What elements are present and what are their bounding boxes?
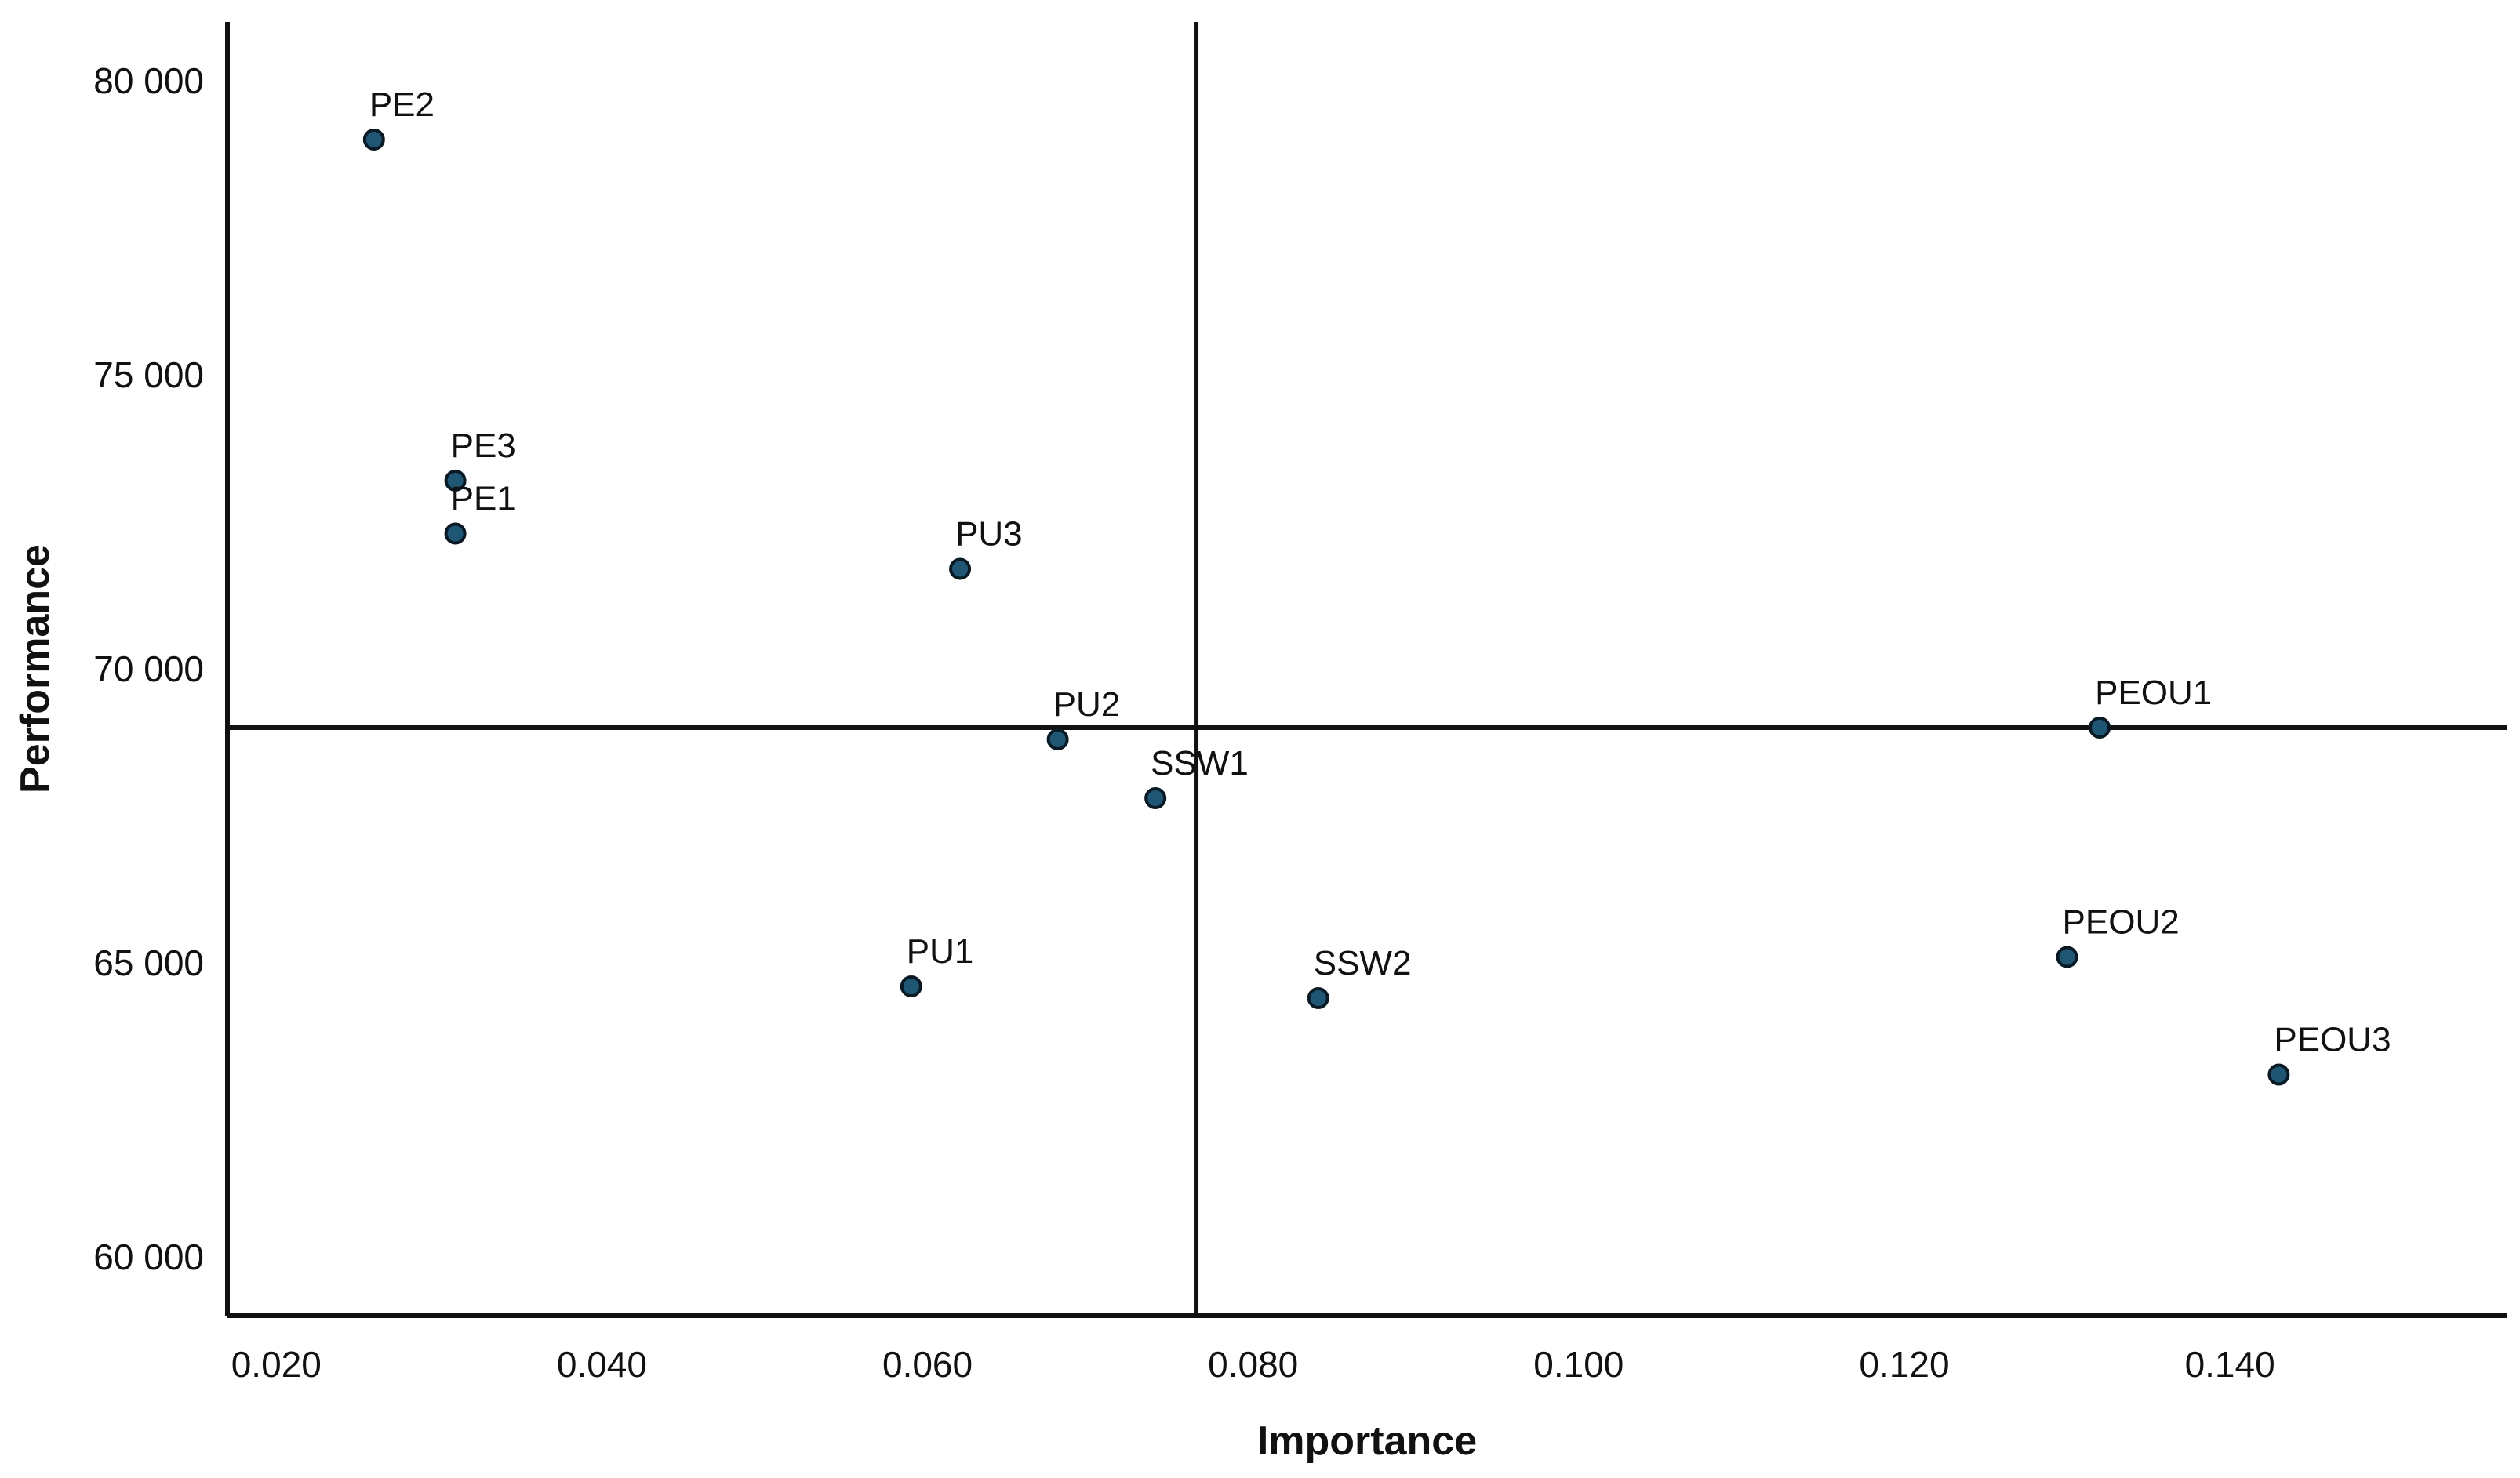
x-tick-label: 0.080 [1208, 1344, 1298, 1385]
point-label-pe2: PE2 [369, 85, 435, 124]
point-label-peou1: PEOU1 [2095, 674, 2212, 712]
point-label-ssw1: SSW1 [1151, 744, 1249, 783]
y-tick-label: 60 000 [93, 1237, 204, 1277]
y-axis-title: Performance [13, 544, 58, 793]
x-tick-label: 0.060 [882, 1344, 973, 1385]
point-ssw1 [1144, 787, 1167, 809]
point-label-pe1: PE1 [451, 480, 516, 518]
x-tick-label: 0.040 [557, 1344, 647, 1385]
point-pu3 [949, 557, 972, 580]
x-tick-label: 0.100 [1533, 1344, 1624, 1385]
point-pu1 [900, 975, 922, 997]
x-tick-label: 0.140 [2185, 1344, 2275, 1385]
y-tick-labels: 60 000 65 000 70 000 75 000 80 000 [93, 60, 204, 1277]
point-pe2 [362, 129, 385, 151]
y-tick-label: 65 000 [93, 942, 204, 983]
x-tick-labels: 0.020 0.040 0.060 0.080 0.100 0.120 0.140 [231, 1344, 2275, 1385]
axes [225, 22, 2507, 1318]
point-peou3 [2267, 1063, 2290, 1086]
y-tick-label: 70 000 [93, 648, 204, 689]
x-tick-label: 0.020 [231, 1344, 322, 1385]
x-tick-label: 0.120 [1859, 1344, 1949, 1385]
point-label-peou2: PEOU2 [2063, 903, 2180, 942]
reference-lines [227, 22, 2507, 1316]
point-label-pu3: PU3 [955, 515, 1023, 554]
point-label-ssw2: SSW2 [1314, 944, 1412, 982]
point-label-pu1: PU1 [907, 932, 974, 971]
point-pe1 [444, 522, 467, 545]
point-label-pe3: PE3 [451, 427, 516, 465]
point-pu2 [1046, 728, 1069, 750]
point-label-peou3: PEOU3 [2274, 1021, 2391, 1059]
data-points: PE2 PE3 PE1 PU3 PU2 SSW1 PU1 SSW2 PEOU1 PEOU2 PEOU… [362, 85, 2391, 1086]
point-label-pu2: PU2 [1053, 685, 1121, 724]
y-tick-label: 75 000 [93, 354, 204, 395]
point-ssw2 [1307, 987, 1329, 1009]
x-axis-title: Importance [1257, 1418, 1477, 1464]
point-peou2 [2056, 946, 2078, 968]
point-peou1 [2089, 717, 2111, 739]
y-tick-label: 80 000 [93, 60, 204, 101]
point-pe3 [444, 470, 467, 492]
